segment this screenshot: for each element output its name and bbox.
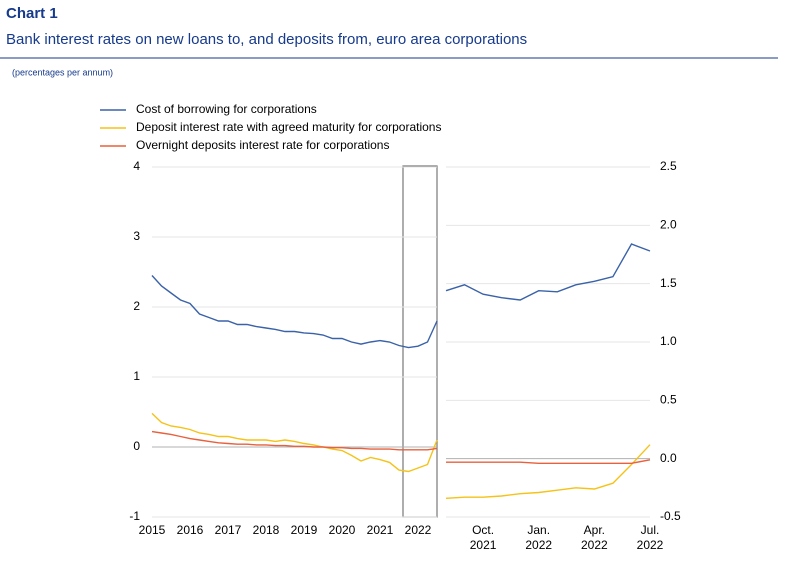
y-tick-label: 1	[133, 369, 140, 383]
x-tick-label: 2018	[253, 523, 280, 537]
x-tick-year: 2021	[470, 538, 497, 552]
x-tick-label: 2020	[329, 523, 356, 537]
unit-note: (percentages per annum)	[12, 67, 113, 77]
x-tick-label: 2017	[215, 523, 242, 537]
x-tick-label: Jan.	[527, 523, 550, 537]
legend-label: Overnight deposits interest rate for cor…	[136, 138, 389, 152]
y-tick-label: 3	[133, 229, 140, 243]
y2-tick-label: 2.0	[660, 218, 677, 232]
legend-label: Deposit interest rate with agreed maturi…	[136, 120, 441, 134]
x-tick-label: 2021	[367, 523, 394, 537]
y-tick-label: -1	[129, 509, 140, 523]
series-line	[446, 459, 651, 464]
series-line	[151, 275, 438, 349]
y2-tick-label: 1.0	[660, 334, 677, 348]
y-tick-label: 2	[133, 299, 140, 313]
series-line	[445, 444, 651, 499]
y-tick-label: 4	[133, 159, 140, 173]
y-tick-label: 0	[133, 439, 140, 453]
chart-title: Chart 1	[6, 5, 58, 22]
y2-tick-label: 0.5	[660, 393, 677, 407]
x-tick-label: Oct.	[472, 523, 494, 537]
x-tick-label: 2016	[177, 523, 204, 537]
highlight-box	[402, 165, 438, 518]
chart-subtitle: Bank interest rates on new loans to, and…	[6, 31, 527, 48]
x-tick-label: 2022	[405, 523, 432, 537]
x-tick-year: 2022	[581, 538, 608, 552]
x-tick-label: Apr.	[584, 523, 605, 537]
series-line	[151, 412, 438, 473]
y2-tick-label: 0.0	[660, 451, 677, 465]
x-tick-label: 2015	[139, 523, 166, 537]
series-line	[445, 243, 651, 301]
series-line	[151, 430, 438, 451]
y2-tick-label: -0.5	[660, 509, 681, 523]
y2-tick-label: 2.5	[660, 159, 677, 173]
x-tick-label: 2019	[291, 523, 318, 537]
x-tick-label: Jul.	[641, 523, 660, 537]
x-tick-year: 2022	[637, 538, 664, 552]
y2-tick-label: 1.5	[660, 276, 677, 290]
legend-label: Cost of borrowing for corporations	[136, 102, 317, 116]
x-tick-year: 2022	[525, 538, 552, 552]
